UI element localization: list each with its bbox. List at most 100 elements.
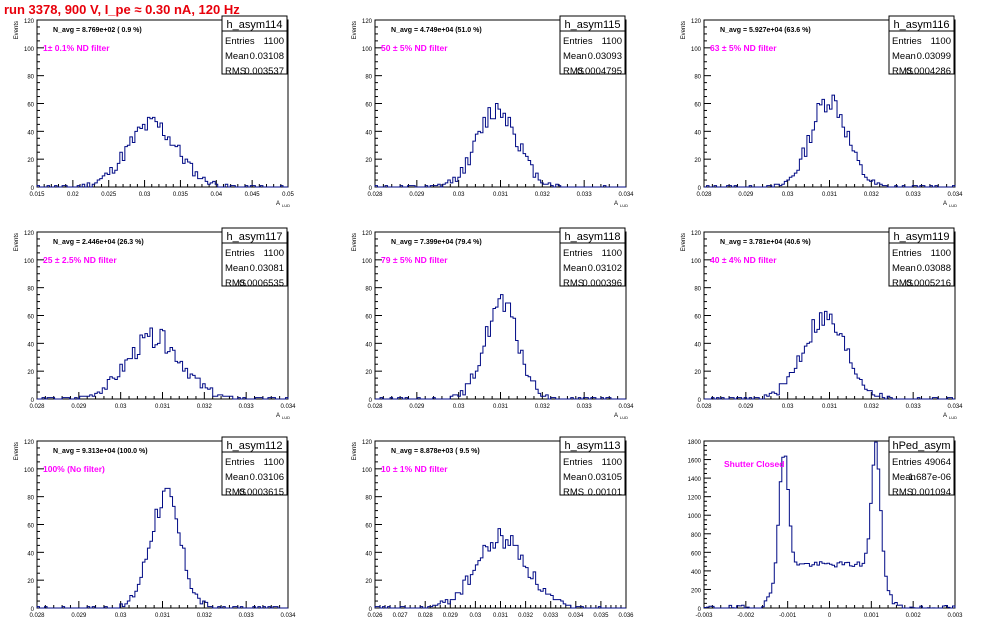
run-title: run 3378, 900 V, I_pe ≈ 0.30 nA, 120 Hz [4, 2, 240, 17]
stat-label: Mean [892, 51, 916, 62]
stat-label: Entries [225, 36, 255, 47]
y-tick-label: 100 [24, 259, 35, 265]
y-tick-label: 100 [362, 468, 373, 474]
stat-value: 1100 [602, 457, 622, 468]
stats-box [888, 227, 955, 287]
stat-label: Entries [563, 248, 593, 259]
panel-h_asym114: 0 20 40 60 80 100 120 0.015 0.02 0.025 0.03 0.035 0.… [14, 15, 294, 208]
stat-label: RMS [563, 66, 584, 77]
x-tick-label: 0.003 [947, 613, 963, 619]
stat-label: Mean [225, 472, 249, 483]
stat-label: RMS [563, 487, 584, 498]
x-tick-label: -0.003 [695, 613, 713, 619]
x-tick-label: 0.032 [864, 192, 880, 198]
y-tick-label: 60 [27, 315, 34, 321]
x-tick-label: 0.031 [493, 192, 509, 198]
y-axis-title: Events [681, 233, 687, 251]
y-tick-label: 60 [365, 315, 372, 321]
y-tick-label: 20 [27, 158, 34, 164]
stat-label: Entries [563, 457, 593, 468]
x-tick-label: 0.03 [453, 404, 465, 410]
stat-label: RMS [892, 487, 913, 498]
stat-label: Mean [563, 472, 587, 483]
panel-hPed_asym: 0 200 400 600 800 1000 1200 1400 1600 1800 -0.003 -… [688, 436, 963, 619]
x-tick-label: 0.028 [418, 613, 434, 619]
y-tick-label: 0 [31, 607, 35, 613]
x-tick-label: 0.034 [618, 192, 634, 198]
panel-h_asym116: 0 20 40 60 80 100 120 0.028 0.029 0.03 0.031 0.032 0… [681, 15, 963, 208]
y-tick-label: 40 [365, 342, 372, 348]
x-tick-label: 0.034 [280, 404, 296, 410]
stats-box [221, 15, 288, 75]
panel-h_asym115: 0 20 40 60 80 100 120 0.028 0.029 0.03 0.031 0.032 0… [352, 15, 634, 208]
x-tick-label: 0.032 [197, 613, 213, 619]
stat-value: 0.03088 [917, 263, 951, 274]
stat-label: RMS [892, 278, 913, 289]
panel-h_asym119: 0 20 40 60 80 100 120 0.028 0.029 0.03 0.031 0.032 0… [681, 227, 963, 420]
stat-value: 0.03081 [250, 263, 284, 274]
x-tick-label: 0.031 [822, 192, 838, 198]
y-tick-label: 40 [694, 342, 701, 348]
x-tick-label: 0.031 [493, 613, 509, 619]
navg-label: N_avg = 4.749e+04 (51.0 %) [391, 27, 482, 34]
histogram-name: h_asym113 [564, 440, 620, 452]
x-tick-label: 0.028 [29, 613, 45, 619]
stat-value: 0.03106 [250, 472, 284, 483]
y-axis-title: Events [352, 233, 358, 251]
x-tick-label: 0.027 [393, 613, 409, 619]
y-tick-label: 1400 [688, 477, 702, 483]
y-axis-title: Events [352, 21, 358, 39]
histogram-name: h_asym112 [226, 440, 282, 452]
x-axis-title: A [943, 201, 947, 207]
y-tick-label: 120 [362, 440, 373, 446]
stat-value: 0.03105 [588, 472, 622, 483]
filter-label: 50 ± 5% ND filter [381, 43, 448, 53]
stat-label: Entries [892, 457, 922, 468]
x-tick-label: 0.03 [115, 404, 127, 410]
x-tick-label: 0.033 [543, 613, 559, 619]
y-tick-label: 0 [31, 398, 35, 404]
stat-label: Entries [563, 36, 593, 47]
y-axis-title: Events [352, 442, 358, 460]
y-tick-label: 40 [365, 130, 372, 136]
stat-value: 0.000396 [582, 278, 622, 289]
y-axis-title: Events [681, 21, 687, 39]
y-tick-label: 1200 [688, 496, 702, 502]
x-tick-label: -0.001 [779, 613, 797, 619]
y-tick-label: 120 [691, 231, 702, 237]
x-tick-label: 0.034 [618, 404, 634, 410]
stat-label: RMS [225, 278, 246, 289]
x-axis-title: A [276, 413, 280, 419]
stat-label: Entries [892, 36, 922, 47]
y-tick-label: 80 [694, 287, 701, 293]
x-axis-title: A [614, 413, 618, 419]
x-tick-label: 0.015 [29, 192, 45, 198]
y-tick-label: 20 [365, 370, 372, 376]
y-tick-label: 80 [27, 496, 34, 502]
x-tick-label: 0.028 [367, 192, 383, 198]
y-tick-label: 40 [694, 130, 701, 136]
x-tick-label: 0.032 [535, 192, 551, 198]
stat-label: Entries [225, 457, 255, 468]
stat-label: Mean [225, 263, 249, 274]
histogram-line [375, 294, 626, 400]
panel-h_asym118: 0 20 40 60 80 100 120 0.028 0.029 0.03 0.031 0.032 0… [352, 227, 634, 420]
stat-label: Mean [225, 51, 249, 62]
histogram-name: h_asym114 [226, 19, 282, 31]
y-tick-label: 120 [362, 19, 373, 25]
y-tick-label: 100 [691, 47, 702, 53]
x-axis-title-sub: LUD [620, 203, 628, 208]
x-tick-label: 0.03 [139, 192, 151, 198]
panel-h_asym117: 0 20 40 60 80 100 120 0.028 0.029 0.03 0.031 0.032 0… [14, 227, 296, 420]
stat-label: RMS [225, 66, 246, 77]
y-tick-label: 20 [694, 370, 701, 376]
stat-value: 0.0004286 [906, 66, 951, 77]
filter-label: Shutter Closed [724, 459, 784, 469]
filter-label: 63 ± 5% ND filter [710, 43, 777, 53]
histogram-line [37, 327, 289, 400]
x-tick-label: 0.029 [738, 404, 754, 410]
x-tick-label: 0.028 [696, 192, 712, 198]
histogram-line [36, 116, 288, 188]
histogram-line [703, 441, 956, 609]
histogram-line [36, 487, 288, 609]
